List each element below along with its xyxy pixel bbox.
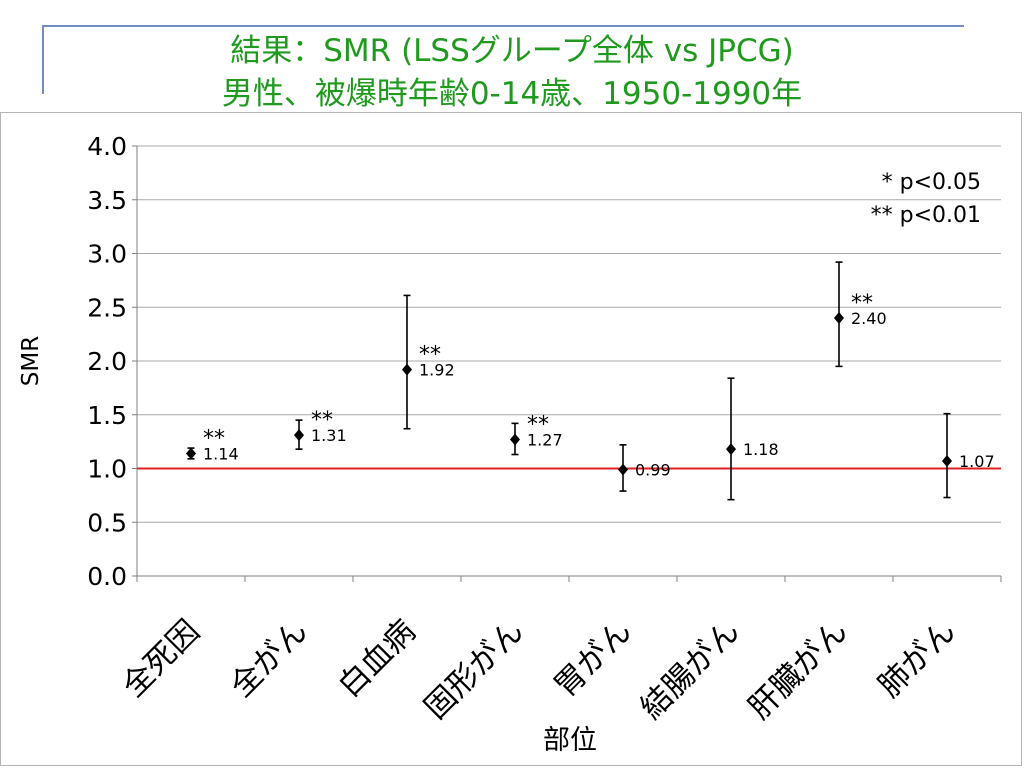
x-axis-title: 部位 [543, 725, 597, 756]
y-tick-label: 4.0 [87, 132, 127, 161]
data-point-marker [186, 447, 196, 460]
y-tick-label: 0.5 [87, 508, 127, 537]
y-tick-label: 0.0 [87, 562, 127, 591]
y-tick-label: 2.0 [87, 347, 127, 376]
y-tick-label: 1.5 [87, 401, 127, 430]
significance-marker: ** [203, 426, 225, 451]
data-label: 1.27 [527, 430, 563, 449]
data-label: 2.40 [851, 309, 887, 328]
x-category-label: 肝臓がん [742, 613, 855, 726]
x-category-label: 肺がん [871, 613, 962, 704]
data-point-marker [510, 433, 520, 446]
x-category-label: 固形がん [418, 613, 531, 726]
slide-title: 結果：SMR (LSSグループ全体 vs JPCG) 男性、被爆時年齢0-14歳… [0, 30, 1024, 116]
data-label: 1.18 [743, 440, 779, 459]
data-point-marker [618, 463, 628, 476]
data-label: 0.99 [635, 461, 671, 480]
x-category-label: 全死因 [115, 613, 206, 704]
data-point-marker [942, 454, 952, 467]
significance-marker: ** [419, 343, 441, 368]
legend-entry: * p<0.05 [882, 170, 981, 195]
title-accent-line [42, 25, 964, 27]
legend-entry: ** p<0.01 [871, 203, 981, 228]
chart-frame: 0.0 0.5 1.0 1.5 2.0 2.5 3.0 3.5 4.0 1.14 ** 1.31 ** 1… [0, 112, 1022, 766]
smr-chart: 0.00.51.01.52.02.53.03.54.01.14** 1.31**1… [18, 132, 1002, 756]
data-label: 1.07 [959, 452, 995, 471]
y-tick-label: 3.5 [87, 186, 127, 215]
data-point-marker [294, 429, 304, 442]
data-label: 1.14 [203, 444, 239, 463]
significance-marker: ** [851, 291, 873, 316]
y-axis-title: SMR [18, 336, 44, 386]
data-point-marker [402, 363, 412, 376]
data-label: 1.92 [419, 361, 455, 380]
x-category-label: 結腸がん [634, 613, 747, 726]
title-accent-bar [42, 26, 44, 94]
y-tick-label: 3.0 [87, 240, 127, 269]
x-category-label: 胃がん [547, 613, 638, 704]
y-tick-label: 1.0 [87, 455, 127, 484]
x-category-label: 白血病 [331, 613, 422, 704]
x-category-label: 全がん [223, 613, 314, 704]
significance-marker: ** [311, 408, 333, 433]
y-tick-label: 2.5 [87, 293, 127, 322]
data-point-marker [726, 443, 736, 456]
title-line-2: 男性、被爆時年齢0-14歳、1950-1990年 [221, 76, 803, 112]
data-point-marker [834, 312, 844, 324]
title-line-1: 結果：SMR (LSSグループ全体 vs JPCG) [230, 33, 794, 69]
data-label: 1.31 [311, 426, 347, 445]
significance-marker: ** [527, 412, 549, 437]
